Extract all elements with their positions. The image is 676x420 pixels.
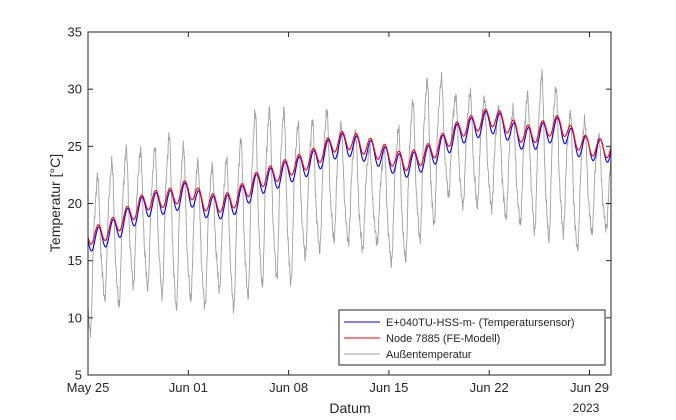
y-tick-label: 10 <box>68 310 82 325</box>
y-tick-label: 35 <box>68 25 82 40</box>
x-tick-label: Jun 01 <box>169 380 208 395</box>
series-line-model <box>87 108 612 245</box>
legend-label-model: Node 7885 (FE-Modell) <box>386 333 500 345</box>
y-tick-layer: 5 10 15 20 25 30 35 <box>68 25 611 383</box>
series-layer <box>87 68 612 338</box>
y-axis-label: Temperatur [°C] <box>47 154 63 252</box>
x-tick-label: Jun 08 <box>269 380 308 395</box>
legend-label-sensor: E+040TU-HSS-m- (Temperatursensor) <box>386 317 575 329</box>
y-tick-label: 15 <box>68 253 82 268</box>
legend-box <box>338 309 606 366</box>
x-axis-label: Datum <box>329 400 370 416</box>
series-line-sensor <box>87 110 612 252</box>
x-tick-label: Jun 15 <box>369 380 408 395</box>
y-tick-label: 20 <box>68 196 82 211</box>
year-label: 2023 <box>573 401 600 415</box>
legend-label-outdoor: Außentemperatur <box>386 349 472 361</box>
y-tick-label: 5 <box>75 368 82 383</box>
x-tick-label: Jun 29 <box>570 380 609 395</box>
series-line-outdoor <box>87 68 612 338</box>
y-tick-label: 30 <box>68 82 82 97</box>
x-tick-label: May 25 <box>67 380 110 395</box>
x-tick-label: Jun 22 <box>470 380 509 395</box>
y-tick-label: 25 <box>68 139 82 154</box>
x-tick-layer: May 25 Jun 01 Jun 08 Jun 15 Jun 22 Jun 29 <box>67 32 609 395</box>
legend: E+040TU-HSS-m- (Temperatursensor) Node 7… <box>338 309 606 366</box>
